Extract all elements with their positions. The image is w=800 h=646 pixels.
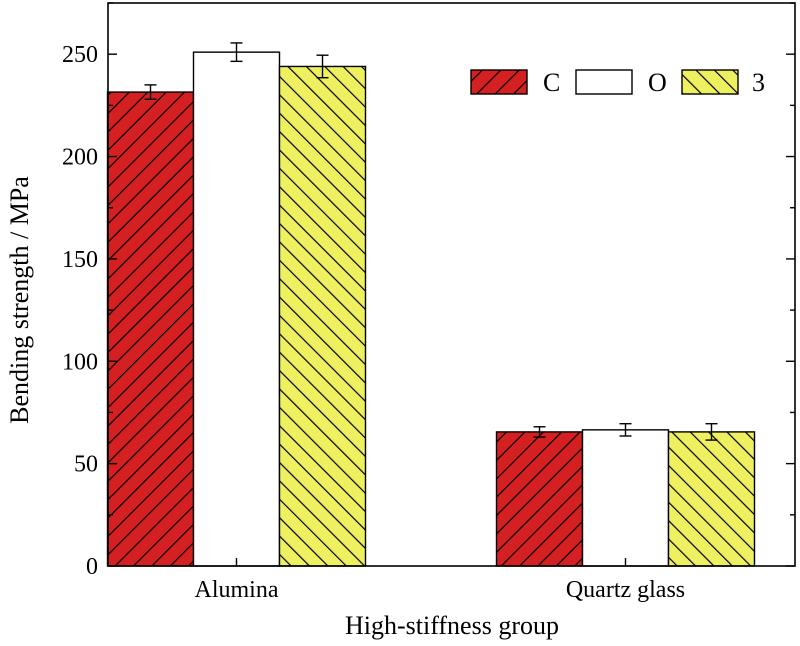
x-tick-label-1: Quartz glass bbox=[566, 577, 685, 603]
y-axis-ticks: 0 50 100 150 200 250 bbox=[62, 2, 795, 580]
error-bar-3-1 bbox=[705, 423, 718, 441]
x-axis-title: High-stiffness group bbox=[345, 611, 559, 640]
bar-O-1 bbox=[581, 429, 670, 567]
bar-3-0 bbox=[278, 65, 367, 567]
error-bar-O-1 bbox=[619, 423, 632, 437]
y-axis-title: Bending strength / MPa bbox=[5, 176, 34, 424]
bar-O-0 bbox=[192, 51, 281, 567]
y-tick-label-100: 100 bbox=[62, 349, 98, 375]
error-bar-O-0 bbox=[230, 42, 243, 63]
legend-swatch-c bbox=[470, 69, 528, 95]
legend-swatch-3 bbox=[681, 69, 739, 95]
bars-layer bbox=[106, 51, 756, 567]
legend-label-o: O bbox=[648, 68, 667, 97]
y-tick-label-250: 250 bbox=[62, 42, 98, 68]
y-tick-label-0: 0 bbox=[86, 554, 98, 580]
legend-label-c: C bbox=[543, 68, 560, 97]
error-bars-layer bbox=[144, 42, 718, 441]
error-bar-3-0 bbox=[316, 54, 329, 79]
bar-3-1 bbox=[667, 431, 756, 567]
legend-label-3: 3 bbox=[752, 68, 765, 97]
error-bar-C-1 bbox=[533, 426, 546, 438]
bar-C-1 bbox=[495, 431, 584, 567]
legend: C O 3 bbox=[470, 68, 765, 97]
x-axis-ticks: Alumina Quartz glass bbox=[195, 558, 685, 603]
bar-C-0 bbox=[106, 91, 195, 567]
error-bar-C-0 bbox=[144, 84, 157, 100]
y-tick-label-50: 50 bbox=[74, 452, 98, 478]
plot-frame bbox=[107, 2, 796, 567]
y-tick-label-200: 200 bbox=[62, 145, 98, 171]
legend-swatch-o bbox=[575, 69, 633, 95]
x-tick-label-0: Alumina bbox=[195, 577, 279, 603]
y-tick-label-150: 150 bbox=[62, 247, 98, 273]
